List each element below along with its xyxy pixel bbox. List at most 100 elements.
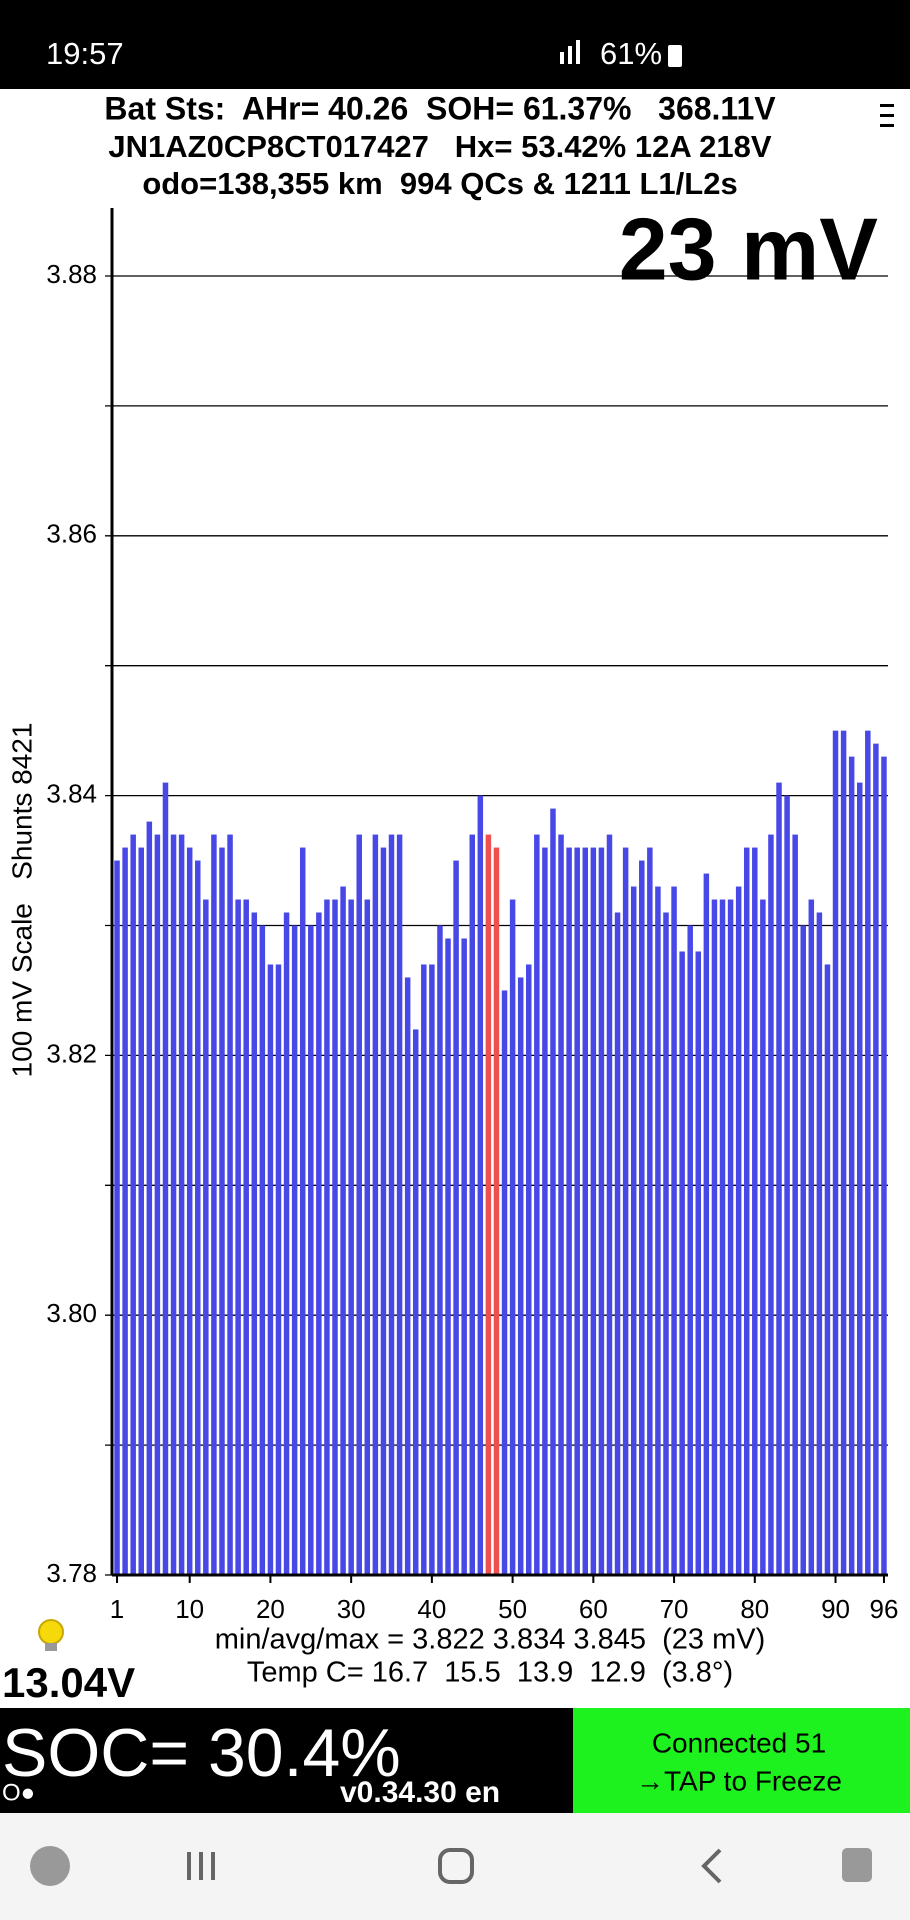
battery-icon: [668, 45, 682, 67]
x-tick-label: 20: [256, 1594, 285, 1624]
bar: [340, 886, 346, 1575]
bar: [195, 860, 201, 1575]
bar: [251, 912, 258, 1575]
nav-bar: [0, 1813, 910, 1920]
screen-lock-button[interactable]: [842, 1848, 872, 1882]
bar: [203, 899, 209, 1575]
bar: [711, 899, 718, 1575]
bar: [267, 964, 274, 1575]
bar: [639, 860, 645, 1575]
x-tick-label: 96: [870, 1594, 899, 1624]
bar: [324, 899, 330, 1575]
y-axis-label: 100 mV Scale Shunts 8421: [6, 723, 37, 1078]
bar: [186, 847, 193, 1575]
bar: [178, 834, 185, 1575]
bar: [873, 743, 879, 1575]
cell-spread: 23 mV: [619, 199, 879, 298]
bar: [550, 808, 556, 1575]
bar: [348, 899, 354, 1575]
version: v0.34.30 en: [340, 1776, 500, 1809]
connection-button[interactable]: Connected 51 →TAP to Freeze: [573, 1708, 910, 1813]
bar: [622, 847, 629, 1575]
y-tick-label: 3.80: [46, 1298, 97, 1328]
connection-panel: [573, 1708, 910, 1813]
bar: [526, 964, 532, 1575]
recents-button[interactable]: [187, 1852, 215, 1880]
bar: [534, 834, 540, 1575]
freeze-hint: →TAP to Freeze: [636, 1765, 842, 1796]
bar: [760, 899, 766, 1575]
indicator: O●: [2, 1779, 35, 1806]
bar: [517, 977, 524, 1575]
bar: [574, 847, 580, 1575]
y-tick-label: 3.88: [46, 259, 97, 289]
header-line: Bat Sts: AHr= 40.26 SOH= 61.37% 368.11V: [104, 90, 776, 126]
temperatures: Temp C= 16.7 15.5 13.9 12.9 (3.8°): [247, 1657, 733, 1689]
bar: [735, 886, 742, 1575]
x-tick-label: 1: [110, 1594, 124, 1624]
bar: [170, 834, 177, 1575]
bar: [259, 925, 266, 1575]
menu-button[interactable]: [880, 104, 894, 127]
bar: [493, 847, 500, 1575]
bulb-base: [45, 1643, 57, 1651]
bar: [590, 847, 597, 1575]
signal-icon: [576, 40, 580, 64]
bar: [687, 925, 693, 1575]
game-tools-button[interactable]: [30, 1846, 70, 1886]
back-button[interactable]: [701, 1848, 722, 1884]
bar: [469, 834, 475, 1575]
bar: [396, 834, 403, 1575]
y-tick-label: 3.82: [46, 1038, 97, 1068]
bar: [429, 964, 435, 1575]
bar: [380, 847, 387, 1575]
x-tick-label: 30: [337, 1594, 366, 1624]
bar: [388, 834, 395, 1575]
y-tick-label: 3.86: [46, 519, 97, 549]
bulb: [38, 1619, 64, 1645]
bar: [509, 899, 516, 1575]
bar: [243, 899, 249, 1575]
bar: [485, 834, 492, 1575]
bar: [832, 730, 839, 1575]
bar: [614, 912, 621, 1575]
x-tick-label: 50: [498, 1594, 527, 1624]
bar: [372, 834, 379, 1575]
bar: [727, 899, 734, 1575]
bar: [453, 860, 459, 1575]
bar: [461, 938, 467, 1575]
signal-icon: [568, 46, 572, 64]
bar: [848, 756, 855, 1575]
soc: SOC= 30.4%: [2, 1715, 401, 1791]
bulb-icon: [38, 1619, 64, 1651]
bar: [679, 951, 685, 1575]
bar: [122, 847, 128, 1575]
bar: [743, 847, 750, 1575]
bar: [291, 925, 298, 1575]
bar: [695, 951, 702, 1575]
bar: [227, 834, 233, 1575]
nav-glyph: [211, 1852, 215, 1880]
menu-bar: [880, 104, 894, 107]
chart[interactable]: 3.78 3.80 3.82 3.84 3.86 3.88 1 10 20 30 40 50 60 70 8…: [46, 208, 898, 1624]
y-tick-label: 3.84: [46, 778, 97, 808]
bar: [582, 847, 589, 1575]
bar: [404, 977, 411, 1575]
aux-voltage: 13.04V: [2, 1659, 135, 1706]
bar: [477, 795, 484, 1575]
bar: [816, 912, 823, 1575]
bar: [235, 899, 241, 1575]
bar: [768, 834, 774, 1575]
signal-icon: [560, 52, 564, 64]
bar: [647, 847, 653, 1575]
bar: [138, 847, 144, 1575]
bar: [800, 925, 806, 1575]
bar: [606, 834, 613, 1575]
bar: [211, 834, 217, 1575]
bar: [130, 834, 136, 1575]
home-button[interactable]: [438, 1848, 474, 1884]
x-tick-label: 40: [417, 1594, 446, 1624]
bar: [558, 834, 564, 1575]
